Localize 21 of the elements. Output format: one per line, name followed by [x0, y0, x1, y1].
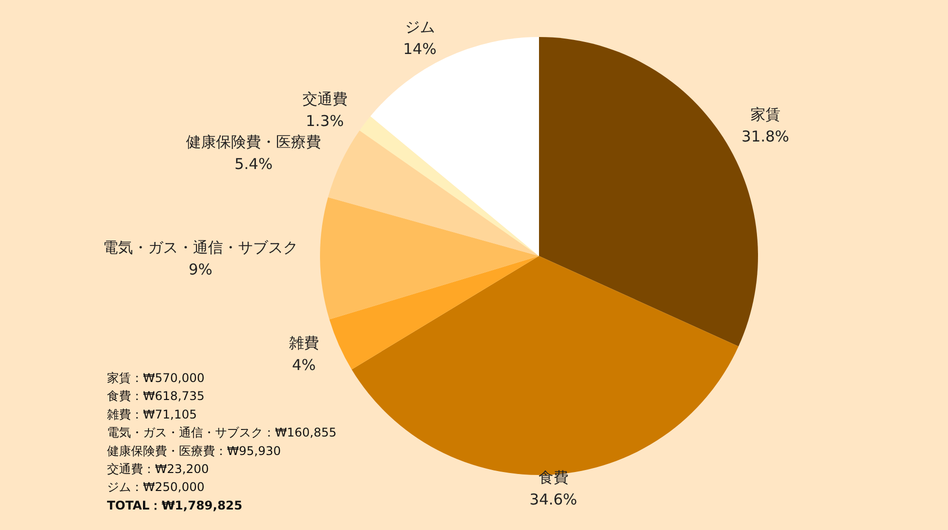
slice-label: 家賃: [750, 105, 780, 124]
data-label: 34.6%: [530, 490, 578, 509]
data-label: 9%: [188, 260, 212, 279]
text: 家賃：₩570,000: [107, 371, 204, 385]
slice-label: 交通費: [302, 90, 348, 108]
text: 電気・ガス・通信・サブスク：₩160,855: [107, 426, 336, 440]
text: TOTAL：₩1,789,825: [107, 498, 242, 512]
slice-label: 健康保険費・医療費: [186, 133, 322, 152]
data-label: 4%: [292, 356, 316, 374]
text: 雑費：₩71,105: [107, 407, 197, 422]
text: 食費：₩618,735: [107, 389, 204, 404]
data-label: 1.3%: [306, 112, 344, 130]
data-label: 14%: [403, 40, 436, 58]
data-label: 5.4%: [234, 155, 273, 174]
slice-label: 電気・ガス・通信・サブスク: [103, 238, 298, 257]
slice-label: ジム: [404, 18, 435, 36]
text: 健康保険費・医療費：₩95,930: [107, 444, 281, 458]
slice-label: 雑費: [288, 334, 319, 352]
text: 交通費：₩23,200: [107, 462, 209, 476]
data-label: 31.8%: [742, 127, 790, 146]
text: ジム：₩250,000: [107, 480, 204, 494]
